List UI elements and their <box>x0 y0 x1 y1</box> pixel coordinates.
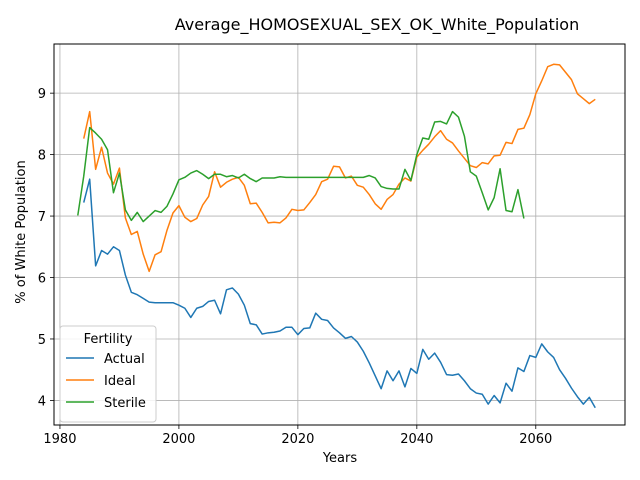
y-tick-label: 5 <box>38 333 46 348</box>
x-tick-label: 1980 <box>43 432 76 447</box>
legend-label-ideal: Ideal <box>104 374 136 389</box>
legend: Fertility Actual Ideal Sterile <box>59 325 157 423</box>
legend-box <box>59 325 157 423</box>
x-tick-label: 2060 <box>519 432 552 447</box>
legend-title: Fertility <box>84 332 133 347</box>
x-tick-label: 2040 <box>400 432 433 447</box>
y-tick-label: 6 <box>38 272 46 287</box>
series-line-ideal <box>83 63 596 273</box>
axis-ticks: 1980 2000 2020 2040 2060 4 5 6 7 8 9 <box>38 87 553 447</box>
y-axis-title: % of White Population <box>14 160 29 303</box>
x-axis-title: Years <box>322 451 358 466</box>
legend-label-sterile: Sterile <box>104 396 146 411</box>
y-tick-label: 8 <box>38 149 46 164</box>
legend-label-actual: Actual <box>104 352 145 367</box>
series-line-sterile <box>77 110 525 223</box>
series-lines <box>77 63 596 409</box>
y-tick-label: 9 <box>38 87 46 102</box>
y-tick-label: 4 <box>38 394 46 409</box>
chart-title: Average_HOMOSEXUAL_SEX_OK_White_Populati… <box>175 15 579 35</box>
plot-area-frame <box>53 43 626 426</box>
series-line-actual <box>83 178 596 409</box>
x-tick-label: 2000 <box>162 432 195 447</box>
x-tick-label: 2020 <box>281 432 314 447</box>
y-tick-label: 7 <box>38 210 46 225</box>
